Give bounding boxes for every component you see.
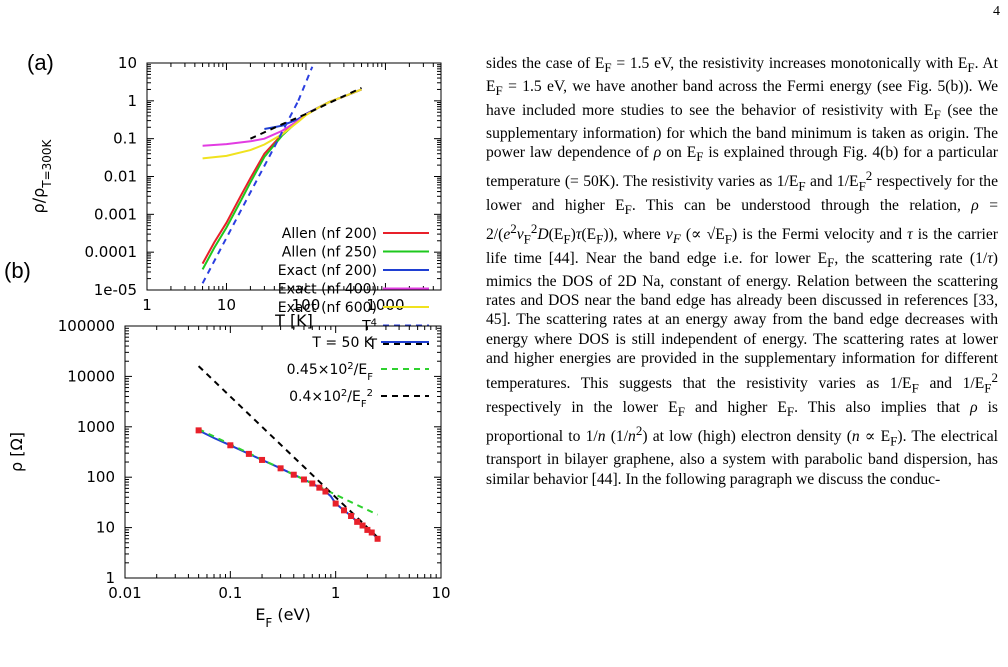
plot-frame — [124, 325, 442, 579]
legend-label: 0.4×102/EF2 — [289, 388, 373, 410]
chart-panel-1: 0.01 0.1 1 10 1 10 100 1000 10000 100000 EF (eV) ρ … — [7, 317, 451, 630]
series-line-2 — [197, 365, 379, 539]
y-tick-label: 1 — [105, 569, 115, 587]
series-line-0 — [198, 429, 379, 540]
page-number: 4 — [993, 4, 1000, 19]
data-marker — [341, 507, 348, 514]
x-axis-label: EF (eV) — [255, 605, 310, 630]
data-marker — [359, 522, 366, 529]
y-tick-label: 10 — [96, 519, 115, 537]
series-line-5 — [201, 100, 300, 284]
legend-label: Allen (nf 200) — [282, 226, 377, 242]
x-tick-label: 100 — [292, 296, 321, 314]
data-marker — [322, 488, 329, 495]
x-tick-label: 1000 — [366, 296, 404, 314]
body-paragraph: sides the case of EF = 1.5 eV, the resis… — [486, 55, 998, 488]
y-tick-label: 100 — [86, 468, 115, 486]
data-marker — [195, 427, 202, 434]
y-tick-label: 1 — [127, 92, 137, 110]
y-axis-label: ρ/ρT=300K — [29, 138, 54, 213]
panel-b-label: (b) — [4, 258, 31, 283]
y-tick-label: 0.001 — [94, 205, 137, 223]
data-marker — [290, 471, 297, 478]
x-tick-label: 1 — [142, 296, 152, 314]
x-tick-label: 0.01 — [108, 584, 141, 602]
series-line-1 — [198, 428, 379, 516]
y-axis-label: ρ [Ω] — [7, 432, 26, 472]
legend-label: 0.45×102/EF — [287, 361, 374, 383]
body-text: sides the case of EF = 1.5 eV, the resis… — [486, 54, 998, 667]
y-tick-label: 0.01 — [104, 168, 137, 186]
data-marker — [364, 526, 371, 533]
y-tick-label: 100000 — [58, 317, 115, 335]
series-line-6 — [249, 86, 362, 140]
y-tick-label: 0.0001 — [85, 243, 138, 261]
data-marker — [354, 518, 361, 525]
data-marker — [374, 535, 381, 542]
t4-extension-line — [297, 66, 314, 102]
panel-a-label: (a) — [27, 50, 54, 75]
x-axis-label: T [K] — [274, 311, 313, 330]
figure-4: 1 10 100 1000 1e-05 0.0001 0.001 0.01 0.1 1 10 T [K… — [7, 54, 451, 630]
y-tick-label: 1000 — [77, 418, 115, 436]
data-marker — [309, 480, 316, 487]
y-tick-label: 10 — [118, 54, 137, 72]
chart-panel-0: 1 10 100 1000 1e-05 0.0001 0.001 0.01 0.1 1 10 T [K… — [29, 54, 442, 353]
data-marker — [316, 484, 323, 491]
legend-label: Allen (nf 250) — [282, 245, 377, 261]
x-tick-label: 10 — [217, 296, 236, 314]
data-marker — [348, 512, 355, 519]
data-marker — [368, 529, 375, 536]
data-marker — [227, 442, 234, 449]
legend-label: Exact (nf 200) — [278, 263, 377, 279]
legend-label: T = 50 K — [311, 335, 373, 351]
data-marker — [332, 500, 339, 507]
y-tick-label: 1e-05 — [94, 281, 137, 299]
series-line-1 — [201, 88, 362, 270]
data-marker — [277, 465, 284, 472]
x-tick-label: 1 — [331, 584, 341, 602]
data-marker — [245, 450, 252, 457]
legend-label: T — [367, 337, 377, 353]
data-marker — [300, 476, 307, 483]
y-tick-label: 10000 — [67, 367, 115, 385]
x-tick-label: 0.1 — [218, 584, 242, 602]
legend-label: Exact (nf 600) — [278, 300, 377, 316]
data-marker — [259, 456, 266, 463]
x-tick-label: 10 — [431, 584, 450, 602]
y-tick-label: 0.1 — [113, 130, 137, 148]
legend-label: Exact (nf 400) — [278, 282, 377, 298]
